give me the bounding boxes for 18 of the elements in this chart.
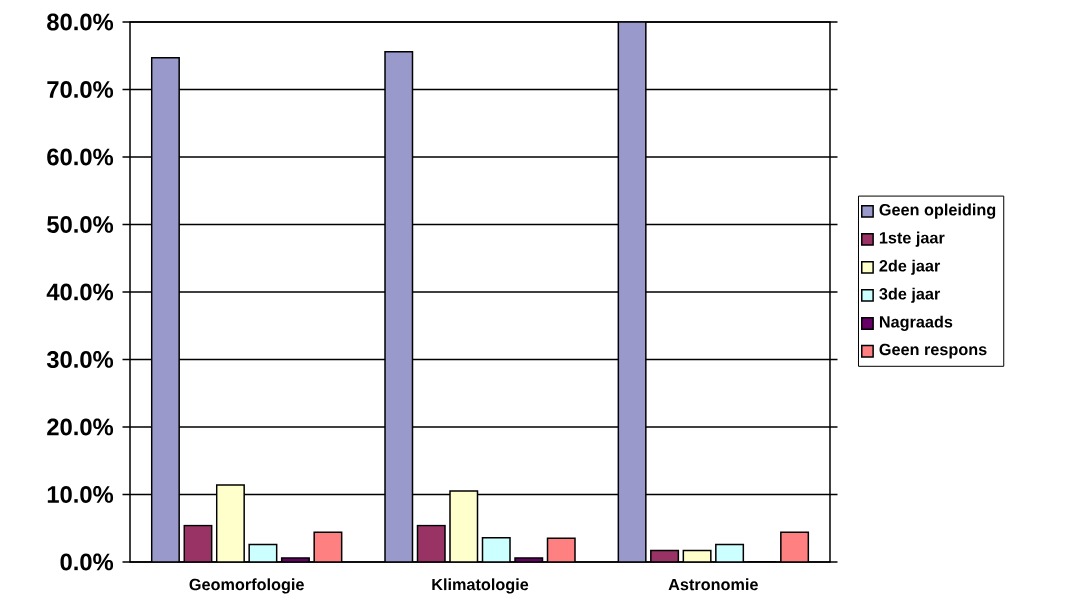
y-tick-label: 60.0% — [47, 148, 114, 166]
y-tick-label: 50.0% — [47, 216, 114, 233]
y-tick-label: 20.0% — [47, 418, 114, 436]
y-tick-label: 10.0% — [47, 486, 114, 503]
legend-label: Nagraads — [879, 315, 953, 331]
y-tick-label: 0.0% — [60, 553, 114, 571]
legend-label: Geen opleiding — [879, 203, 996, 219]
legend-label: 2de jaar — [879, 259, 941, 275]
x-tick-label: Astronomie — [668, 578, 758, 591]
y-tick-label: 40.0% — [46, 283, 114, 301]
legend-label: Geen respons — [879, 343, 987, 359]
legend-label: 1ste jaar — [879, 231, 945, 247]
legend-label: 3de jaar — [879, 287, 941, 303]
y-tick-label: 30.0% — [46, 351, 114, 368]
y-tick-label: 70.0% — [47, 81, 114, 98]
x-tick-label: Geomorfologie — [189, 578, 304, 594]
x-tick-label: Klimatologie — [432, 578, 529, 594]
y-tick-label: 80.0% — [47, 13, 114, 31]
